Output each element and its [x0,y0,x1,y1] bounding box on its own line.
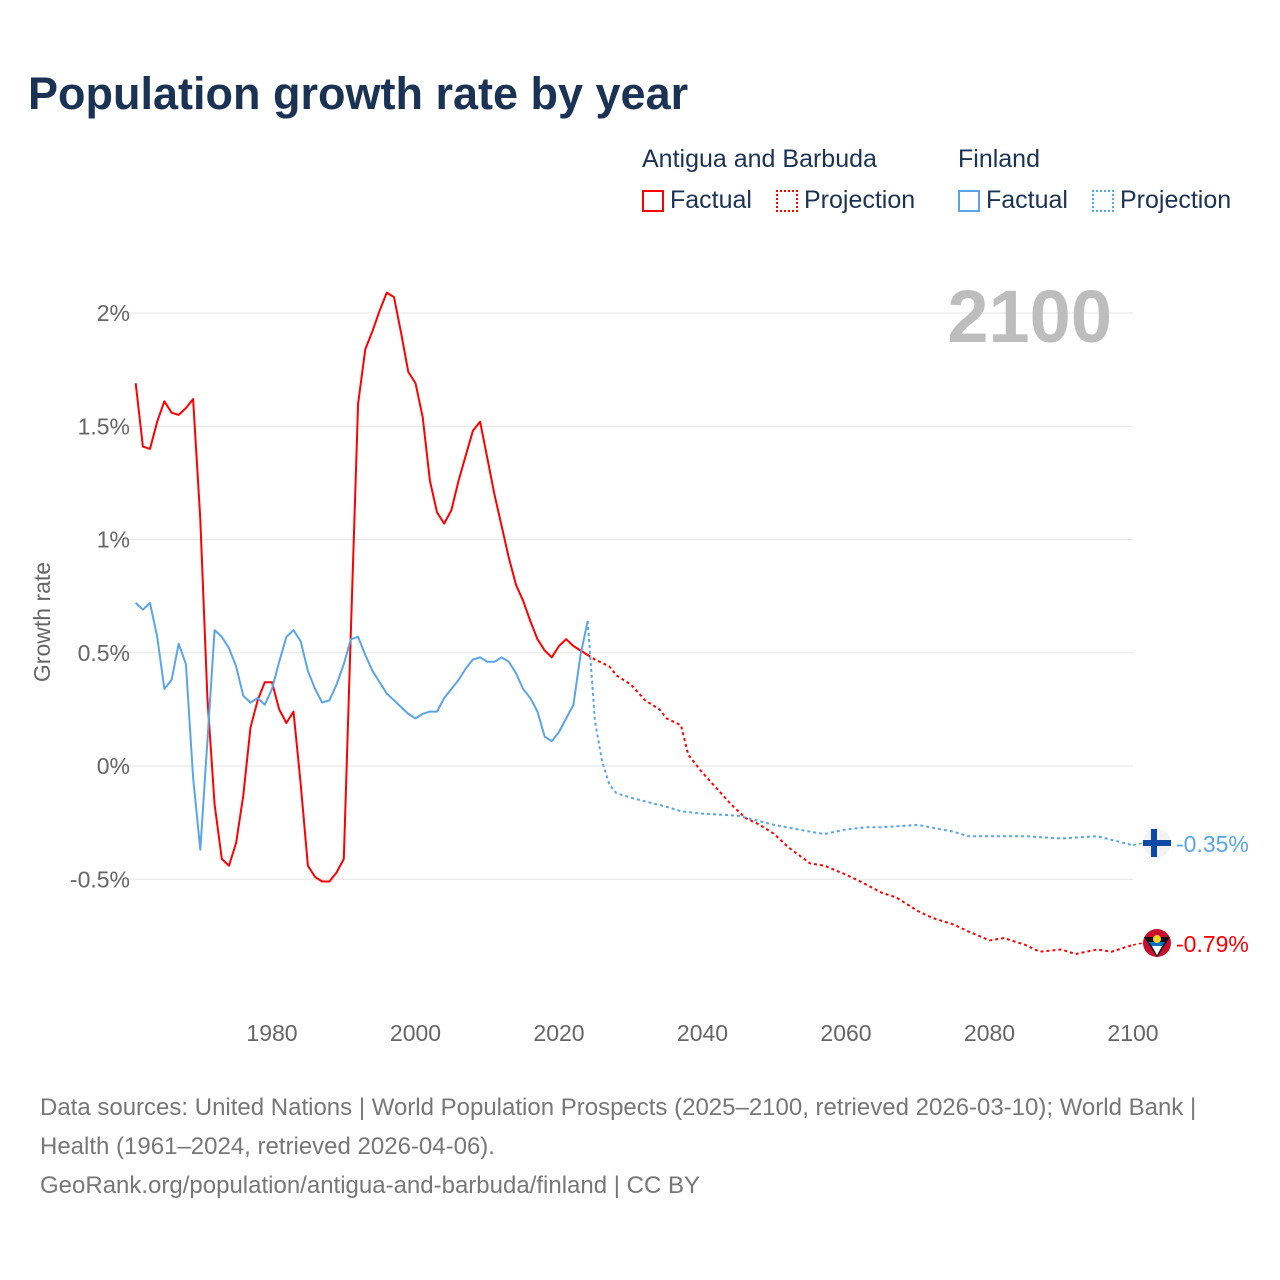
legend-finland-factual[interactable]: Factual [958,186,1068,215]
y-tick-label: 0% [97,753,130,779]
antigua-flag-icon [1143,929,1171,957]
x-tick-label: 1980 [246,1020,297,1046]
finland-flag-icon [1143,829,1171,857]
finland-factual-line [135,601,589,851]
y-tick-label: -0.5% [70,866,130,892]
y-axis-label: Growth rate [29,562,55,682]
legend-label: Factual [670,186,752,214]
legend-antigua-factual[interactable]: Factual [642,186,752,215]
year-display: 2100 [947,275,1112,358]
legend-antigua-projection[interactable]: Projection [776,186,915,215]
x-tick-label: 2080 [964,1020,1015,1046]
legend-label: Factual [986,186,1068,214]
x-tick-label: 2100 [1107,1020,1158,1046]
chart-title: Population growth rate by year [28,68,689,119]
legend-finland-projection[interactable]: Projection [1092,186,1231,215]
y-tick-label: 1% [97,527,130,553]
y-tick-label: 0.5% [78,640,130,666]
legend-swatch-solid [958,189,980,212]
x-tick-label: 2040 [677,1020,728,1046]
y-tick-label: 1.5% [78,413,130,439]
legend-label: Projection [1120,186,1232,214]
finland-projection-line [586,620,1134,847]
source-link[interactable]: GeoRank.org/population/antigua-and-barbu… [40,1172,700,1199]
legend-group-antigua: Antigua and Barbuda [642,145,877,173]
y-tick-label: 2% [97,300,130,326]
data-sources: Data sources: United Nations | World Pop… [40,1094,1197,1160]
finland-end-label: -0.35% [1176,831,1249,857]
footer: Data sources: United Nations | World Pop… [40,1088,1240,1205]
legend-swatch-dotted [776,189,798,212]
antigua-end-label: -0.79% [1176,931,1249,957]
end-connector [1132,942,1144,946]
x-tick-label: 2020 [533,1020,584,1046]
legend-swatch-solid [642,189,664,212]
antigua-projection-line [587,654,1134,956]
legend-label: Projection [804,186,916,214]
end-connector [1132,842,1144,847]
x-tick-label: 2000 [390,1020,441,1046]
legend-swatch-dotted [1092,189,1114,212]
x-tick-label: 2060 [820,1020,871,1046]
legend-group-finland: Finland [958,145,1040,173]
antigua-factual-line [134,291,589,883]
